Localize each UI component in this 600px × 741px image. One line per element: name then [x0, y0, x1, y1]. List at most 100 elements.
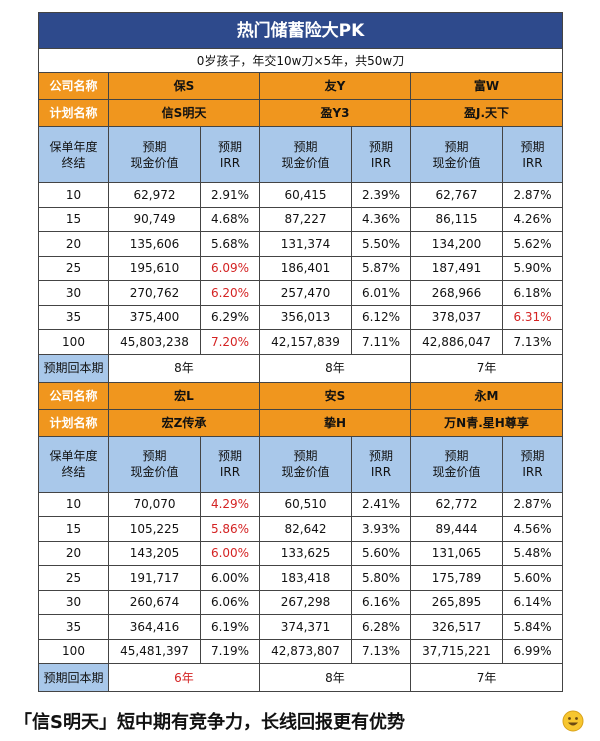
- policy-year: 15: [38, 516, 109, 542]
- cash-value: 191,717: [108, 565, 201, 591]
- irr: 7.20%: [200, 329, 260, 355]
- irr: 2.91%: [200, 182, 260, 208]
- data-row: 30 270,762 6.20% 257,470 6.01% 268,966 6.18%: [38, 280, 564, 306]
- irr: 6.28%: [351, 614, 411, 640]
- cash-value: 175,789: [410, 565, 503, 591]
- irr: 2.87%: [501, 182, 564, 208]
- cash-value: 133,625: [259, 540, 352, 566]
- data-row: 20 135,606 5.68% 131,374 5.50% 134,200 5.62%: [38, 231, 564, 257]
- irr: 6.00%: [200, 565, 260, 591]
- column-header: 预期 IRR: [351, 126, 411, 183]
- irr: 5.60%: [351, 540, 411, 566]
- header-row: 保单年度 终结 预期 现金价值 预期 IRR 预期 现金价值 预期 IRR 预期 现金价值…: [38, 126, 564, 183]
- irr: 6.01%: [351, 280, 411, 306]
- irr: 5.87%: [351, 255, 411, 281]
- payback-label: 预期回本期: [38, 353, 109, 383]
- cash-value: 89,444: [410, 516, 503, 542]
- irr: 6.19%: [200, 614, 260, 640]
- plan-name: 盈Y3: [259, 99, 411, 127]
- cash-value: 105,225: [108, 516, 201, 542]
- cash-value: 37,715,221: [410, 638, 503, 664]
- irr: 3.93%: [351, 516, 411, 542]
- payback-period: 8年: [108, 353, 260, 383]
- column-header: 保单年度 终结: [38, 435, 109, 493]
- payback-period: 7年: [409, 353, 564, 383]
- cash-value: 187,491: [410, 255, 503, 281]
- data-row: 20 143,205 6.00% 133,625 5.60% 131,065 5.48%: [38, 540, 564, 566]
- irr: 5.48%: [501, 540, 564, 566]
- irr: 4.26%: [501, 206, 564, 232]
- irr: 7.13%: [501, 329, 564, 355]
- irr: 5.90%: [501, 255, 564, 281]
- irr: 6.29%: [200, 304, 260, 330]
- irr: 5.68%: [200, 231, 260, 257]
- cash-value: 42,157,839: [259, 329, 352, 355]
- policy-year: 35: [38, 304, 109, 330]
- policy-year: 25: [38, 255, 109, 281]
- irr: 6.99%: [501, 638, 564, 664]
- irr: 6.20%: [200, 280, 260, 306]
- cash-value: 62,772: [410, 491, 503, 517]
- payback-period: 6年: [108, 663, 260, 692]
- comparison-table: 热门储蓄险大PK 0岁孩子，年交10w刀×5年，共50w刀 公司名称 保S 友Y 富W…: [37, 12, 564, 692]
- cash-value: 82,642: [259, 516, 352, 542]
- company-name: 安S: [259, 381, 411, 410]
- cash-value: 143,205: [108, 540, 201, 566]
- data-row: 10 70,070 4.29% 60,510 2.41% 62,772 2.87%: [38, 491, 564, 517]
- policy-year: 35: [38, 614, 109, 640]
- data-row: 35 375,400 6.29% 356,013 6.12% 378,037 6.31%: [38, 304, 564, 330]
- cash-value: 45,803,238: [108, 329, 201, 355]
- company-row: 公司名称 宏L 安S 永M: [38, 381, 564, 410]
- cash-value: 131,374: [259, 231, 352, 257]
- table-body: 热门储蓄险大PK 0岁孩子，年交10w刀×5年，共50w刀 公司名称 保S 友Y 富W…: [37, 12, 564, 692]
- payback-label: 预期回本期: [38, 663, 109, 692]
- column-header: 预期 现金价值: [259, 435, 352, 493]
- irr: 5.62%: [501, 231, 564, 257]
- policy-year: 30: [38, 280, 109, 306]
- irr: 2.87%: [501, 491, 564, 517]
- policy-year: 20: [38, 231, 109, 257]
- cash-value: 374,371: [259, 614, 352, 640]
- data-row: 100 45,803,238 7.20% 42,157,839 7.11% 42,886,…: [38, 329, 564, 355]
- subtitle: 0岁孩子，年交10w刀×5年，共50w刀: [37, 48, 564, 73]
- column-header: 预期 IRR: [200, 435, 260, 493]
- company-label: 公司名称: [38, 72, 109, 100]
- irr: 6.14%: [501, 589, 564, 615]
- cash-value: 87,227: [259, 206, 352, 232]
- cash-value: 257,470: [259, 280, 352, 306]
- payback-period: 8年: [259, 353, 411, 383]
- cash-value: 364,416: [108, 614, 201, 640]
- irr: 5.84%: [501, 614, 564, 640]
- irr: 6.09%: [200, 255, 260, 281]
- policy-year: 15: [38, 206, 109, 232]
- irr: 7.13%: [351, 638, 411, 664]
- policy-year: 30: [38, 589, 109, 615]
- irr: 4.56%: [501, 516, 564, 542]
- irr: 6.18%: [501, 280, 564, 306]
- column-header: 预期 现金价值: [410, 126, 503, 183]
- data-row: 15 105,225 5.86% 82,642 3.93% 89,444 4.56%: [38, 516, 564, 542]
- plan-row: 计划名称 宏Z传承 挚H 万N青.星H尊享: [38, 408, 564, 437]
- data-row: 10 62,972 2.91% 60,415 2.39% 62,767 2.87%: [38, 182, 564, 208]
- payback-row: 预期回本期 8年 8年 7年: [38, 353, 564, 383]
- cash-value: 90,749: [108, 206, 201, 232]
- column-header: 预期 现金价值: [108, 126, 201, 183]
- cash-value: 62,972: [108, 182, 201, 208]
- column-header: 预期 现金价值: [259, 126, 352, 183]
- plan-name: 盈J.天下: [409, 99, 564, 127]
- policy-year: 10: [38, 182, 109, 208]
- cash-value: 268,966: [410, 280, 503, 306]
- irr: 5.80%: [351, 565, 411, 591]
- plan-name: 挚H: [259, 408, 411, 437]
- data-row: 35 364,416 6.19% 374,371 6.28% 326,517 5.84%: [38, 614, 564, 640]
- company-name: 友Y: [259, 72, 411, 100]
- irr: 2.39%: [351, 182, 411, 208]
- irr: 5.60%: [501, 565, 564, 591]
- policy-year: 100: [38, 638, 109, 664]
- header-row: 保单年度 终结 预期 现金价值 预期 IRR 预期 现金价值 预期 IRR 预期 现金价值…: [38, 435, 564, 493]
- policy-year: 100: [38, 329, 109, 355]
- data-row: 100 45,481,397 7.19% 42,873,807 7.13% 37,715,…: [38, 638, 564, 664]
- plan-label: 计划名称: [38, 408, 109, 437]
- data-row: 30 260,674 6.06% 267,298 6.16% 265,895 6.14%: [38, 589, 564, 615]
- cash-value: 60,415: [259, 182, 352, 208]
